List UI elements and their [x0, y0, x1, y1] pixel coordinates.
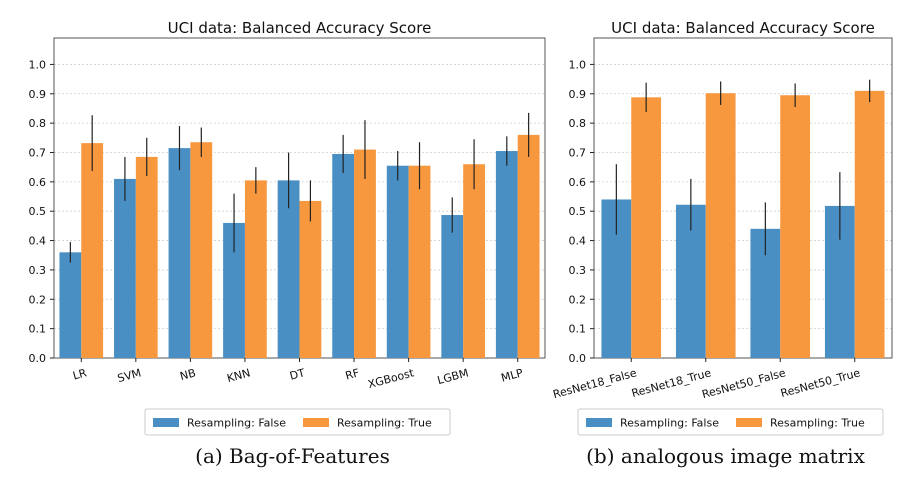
y-tick-label: 0.5	[29, 205, 47, 218]
bar-true-resnet50_true	[854, 90, 885, 358]
x-tick-label: DT	[288, 366, 306, 383]
bar-true-lgbm	[463, 164, 485, 358]
bar-true-dt	[299, 200, 322, 358]
bar-false-xgboost	[386, 165, 409, 358]
legend-label-true: Resampling: True	[337, 417, 432, 430]
plot-frame	[593, 37, 893, 359]
bar-false-lgbm	[441, 215, 464, 358]
bar-true-resnet18_true	[705, 93, 736, 358]
legend: Resampling: False Resampling: True	[577, 408, 884, 436]
bar-true-mlp	[517, 134, 540, 358]
bar-false-rf	[332, 153, 355, 358]
x-tick-label: ResNet50_True	[779, 366, 862, 400]
y-tick-label: 0.7	[569, 146, 587, 159]
figure-caption: (a) Bag-of-Features	[195, 444, 390, 468]
y-tick-label: 1.0	[569, 58, 587, 71]
legend-swatch-true	[736, 418, 762, 427]
bar-true-xgboost	[408, 165, 431, 358]
figure-caption: (b) analogous image matrix	[586, 444, 865, 468]
legend-label-false: Resampling: False	[620, 417, 719, 430]
x-tick-label: MLP	[500, 366, 525, 384]
bar-true-resnet18_false	[631, 97, 662, 359]
x-tick-label: ResNet18_True	[630, 366, 713, 400]
y-tick-label: 0.0	[29, 352, 47, 365]
legend: Resampling: False Resampling: True	[144, 408, 451, 436]
bar-true-lr	[81, 143, 104, 358]
y-tick-label: 0.0	[569, 352, 587, 365]
y-tick-label: 0.1	[569, 323, 587, 336]
chart-title: UCI data: Balanced Accuracy Score	[168, 19, 432, 37]
y-tick-label: 0.8	[569, 117, 587, 130]
legend-label-false: Resampling: False	[187, 417, 286, 430]
y-tick-label: 0.5	[569, 205, 587, 218]
x-tick-label: KNN	[225, 366, 251, 385]
y-tick-label: 0.9	[569, 88, 587, 101]
bar-false-svm	[114, 178, 136, 358]
bar-false-mlp	[495, 151, 518, 358]
x-tick-label: RF	[344, 366, 361, 382]
bar-true-knn	[244, 180, 267, 358]
chart-title: UCI data: Balanced Accuracy Score	[611, 19, 875, 37]
y-tick-label: 0.1	[29, 323, 47, 336]
bar-true-rf	[354, 149, 376, 358]
legend-swatch-true	[303, 418, 329, 427]
x-tick-label: NB	[179, 366, 198, 383]
legend-box	[144, 408, 451, 436]
x-tick-label: ResNet18_False	[552, 366, 639, 401]
y-tick-label: 0.8	[29, 117, 47, 130]
y-tick-label: 0.2	[29, 293, 47, 306]
bar-false-lr	[59, 252, 82, 358]
chart-panel-1: 0.0 0.1 0.2 0.3 0.4 0.5 0.6 0.7 0.8 0.9 1.0 LR SVM NB…	[29, 19, 546, 468]
y-tick-label: 0.6	[29, 176, 47, 189]
y-tick-label: 1.0	[29, 58, 47, 71]
legend-swatch-false	[586, 418, 612, 427]
legend-box	[577, 408, 884, 436]
y-tick-label: 0.2	[569, 293, 587, 306]
x-tick-label: ResNet50_False	[701, 366, 788, 401]
bar-false-nb	[168, 148, 191, 358]
legend-label-true: Resampling: True	[770, 417, 865, 430]
x-tick-label: LR	[71, 366, 88, 382]
y-tick-label: 0.4	[29, 235, 47, 248]
x-tick-label: XGBoost	[367, 366, 417, 391]
bar-false-dt	[277, 180, 300, 358]
y-tick-label: 0.9	[29, 88, 47, 101]
x-tick-label: LGBM	[436, 366, 470, 387]
y-tick-label: 0.3	[569, 264, 587, 277]
y-tick-label: 0.4	[569, 235, 587, 248]
bar-true-nb	[190, 142, 213, 358]
bar-true-svm	[135, 156, 158, 358]
legend-swatch-false	[153, 418, 179, 427]
bar-true-resnet50_false	[780, 95, 811, 358]
x-tick-label: SVM	[116, 366, 143, 385]
chart-panel-2: 0.0 0.1 0.2 0.3 0.4 0.5 0.6 0.7 0.8 0.9 1.0 ResNet1…	[552, 19, 893, 468]
y-tick-label: 0.3	[29, 264, 47, 277]
y-tick-label: 0.6	[569, 176, 587, 189]
y-tick-label: 0.7	[29, 146, 47, 159]
bar-false-knn	[223, 222, 245, 358]
